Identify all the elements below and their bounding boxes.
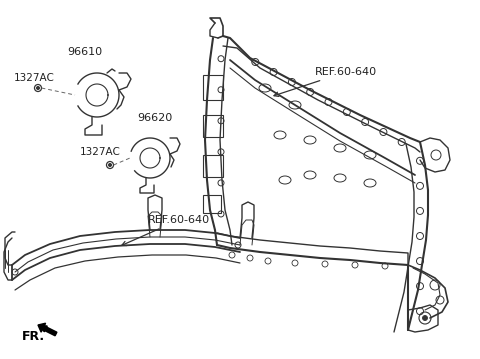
Text: REF.60-640: REF.60-640 xyxy=(274,67,377,97)
Circle shape xyxy=(422,316,428,321)
Circle shape xyxy=(108,163,111,167)
Bar xyxy=(203,75,223,100)
Text: FR.: FR. xyxy=(22,330,45,342)
Bar xyxy=(203,115,223,137)
Text: REF.60-640: REF.60-640 xyxy=(122,215,210,246)
Bar xyxy=(203,155,223,177)
Text: 1327AC: 1327AC xyxy=(13,73,54,83)
Bar xyxy=(203,195,221,213)
Text: 1327AC: 1327AC xyxy=(80,147,120,157)
Text: 96610: 96610 xyxy=(67,47,103,57)
FancyArrow shape xyxy=(38,323,57,336)
Text: 96620: 96620 xyxy=(137,113,173,123)
Circle shape xyxy=(36,87,39,89)
